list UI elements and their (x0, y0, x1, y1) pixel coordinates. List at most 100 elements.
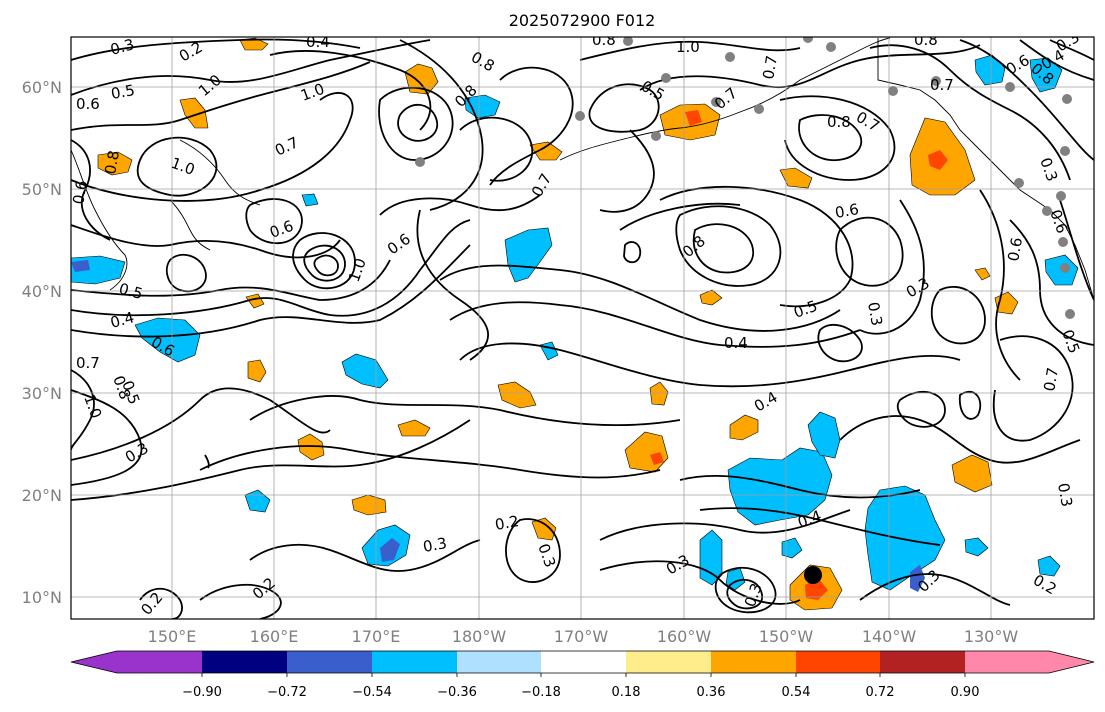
pos-anomaly-14 (649, 381, 669, 406)
contour-label: 0.3 (108, 35, 136, 59)
contour-line (619, 202, 741, 231)
contour-line (71, 92, 354, 202)
colorbar-segment (796, 651, 880, 673)
coastline-alaska (877, 38, 1094, 301)
contour-line (692, 223, 755, 274)
contour-line (1009, 219, 1094, 346)
station-marker (1042, 206, 1052, 216)
station-marker (826, 42, 836, 52)
contour-label: 0.3 (1054, 482, 1076, 509)
pos-anomaly-12 (397, 419, 431, 437)
map-frame (70, 36, 1095, 620)
colorbar-tick-label: −0.90 (182, 685, 222, 700)
coastline-kuril (169, 199, 211, 251)
station-marker (803, 37, 813, 43)
contour-line (699, 507, 941, 546)
neg-anomaly-9 (974, 54, 1006, 86)
contour-line (599, 560, 801, 605)
pos-anomaly-16 (247, 359, 267, 383)
lon-label-160w: 160°W (657, 627, 712, 646)
contour-label: 0.7 (930, 76, 954, 94)
contour-line (449, 301, 861, 348)
neg-anomaly-15 (964, 537, 989, 557)
contour-line (489, 66, 574, 186)
colorbar-tick-label: 0.54 (782, 685, 811, 700)
colorbar-tick-label: 0.90 (951, 685, 980, 700)
contour-label: 0.7 (76, 354, 100, 372)
colorbar-outline (70, 650, 1095, 674)
contour-line (659, 185, 854, 308)
contour-line (71, 244, 471, 338)
colorbar-segment (880, 651, 965, 673)
station-marker (575, 111, 585, 121)
contour-line (71, 61, 371, 131)
longitude-axis: 150°E 160°E 170°E 180°W 170°W 160°W 150°… (148, 627, 1019, 646)
contour-line (459, 342, 961, 388)
contour-label: 0.8 (101, 149, 123, 176)
map-panel: 0.3 0.2 0.4 0.5 0.6 1.0 0.8 1.0 0.8 1.0 … (70, 31, 1095, 620)
contour-line (896, 391, 946, 428)
pos-anomaly-17 (239, 37, 269, 51)
contour-line (959, 39, 1094, 161)
contour-label: 0.5 (117, 279, 145, 303)
contour-line (979, 189, 1021, 381)
contour-line (71, 389, 143, 486)
coastline-asia (71, 149, 128, 291)
contour-line (714, 566, 777, 614)
neg-anomaly-14 (1037, 555, 1061, 577)
contour-label: 0.3 (864, 301, 886, 328)
colorbar-tick-label: 0.72 (866, 685, 895, 700)
latitude-axis: 60°N 50°N 40°N 30°N 20°N 10°N (22, 78, 62, 607)
grid (71, 37, 1094, 619)
contour-line (199, 583, 282, 619)
colorbar-segment (202, 651, 287, 673)
pos-anomaly-10 (729, 414, 759, 441)
pos-anomaly-4 (497, 381, 537, 409)
contour-line (71, 387, 331, 461)
neg-anomaly-7 (134, 317, 201, 363)
neg-anomaly-5 (341, 353, 389, 389)
contour-line (839, 415, 1081, 464)
station-marker (1062, 94, 1072, 104)
lat-label-60n: 60°N (22, 78, 62, 97)
colorbar: −0.90 −0.72 −0.54 −0.36 −0.18 0.18 0.36 … (70, 650, 1095, 700)
neg-anomaly-19 (301, 193, 319, 207)
neg-strong-1 (380, 538, 400, 562)
contour-line (71, 39, 431, 96)
contour-line (166, 253, 207, 293)
contour-line (623, 241, 642, 264)
contour-label: 0.4 (306, 33, 330, 51)
contour-line (199, 445, 661, 479)
pos-high-bering (685, 110, 702, 126)
colorbar-segment (541, 651, 626, 673)
contour-line (71, 259, 391, 301)
station-marker (931, 76, 941, 86)
colorbar-tick-label: −0.18 (521, 685, 561, 700)
colorbar-ticks (201, 673, 966, 677)
lat-label-50n: 50°N (22, 180, 62, 199)
contour-line (71, 419, 471, 501)
lon-label-160e: 160°E (250, 627, 299, 646)
contour-label: 0.6 (76, 95, 100, 113)
neg-anomaly-6 (504, 227, 553, 283)
lon-label-170w: 170°W (554, 627, 609, 646)
lon-label-130w: 130°W (964, 627, 1019, 646)
contour-label: 0.3 (422, 534, 449, 556)
neg-anomaly-13 (244, 489, 271, 513)
contour-line (599, 129, 655, 213)
typhoon-center-marker (804, 566, 822, 584)
map-title: 2025072900 F012 (509, 11, 656, 30)
contour-line (397, 103, 439, 142)
pos-anomaly-9 (97, 151, 133, 176)
stations (415, 37, 1075, 319)
station-marker (1060, 146, 1070, 156)
station-marker (651, 131, 661, 141)
station-marker (661, 73, 671, 83)
neg-strong-3 (71, 260, 90, 272)
contour-line (679, 475, 921, 499)
contour-line (71, 38, 361, 61)
contour-label: 0.8 (914, 31, 938, 49)
contour-line (579, 40, 801, 61)
shaded-anomalies (71, 37, 1079, 611)
contour-line (1049, 39, 1094, 61)
